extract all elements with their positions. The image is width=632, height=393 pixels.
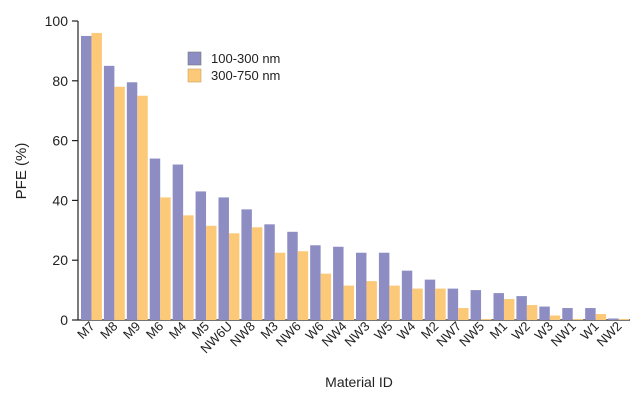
bar-nw3-series-1: [356, 252, 367, 320]
x-axis-label: Material ID: [325, 374, 393, 390]
bar-m7-series-2: [91, 32, 102, 321]
bar-m3-series-2: [274, 252, 286, 320]
bar-w5-series-1: [378, 252, 390, 320]
x-tick-label: M8: [97, 319, 120, 342]
bar-m3-series-1: [264, 224, 275, 320]
x-tick-label: NW4: [319, 319, 350, 350]
bar-m6-series-1: [149, 158, 161, 320]
x-tick-label: NW5: [456, 319, 487, 350]
bar-w1-series-1: [585, 308, 596, 320]
bar-m5-series-1: [195, 191, 207, 320]
y-tick-label: 40: [52, 192, 68, 208]
bar-nw6u-series-2: [228, 233, 240, 320]
y-ticks: 0 20 40 60 80 100: [45, 13, 78, 328]
x-tick-label: M1: [487, 319, 510, 342]
bar-nw2-series-1: [608, 318, 619, 320]
bar-w1-series-2: [595, 314, 607, 320]
bar-nw6u-series-1: [218, 197, 229, 320]
bar-m2-series-1: [424, 279, 436, 320]
bar-nw7-series-2: [458, 308, 469, 320]
bar-w2-series-2: [526, 305, 538, 320]
bar-nw4-series-1: [333, 246, 344, 320]
bar-nw7-series-1: [447, 288, 459, 320]
bar-w6-series-1: [310, 245, 321, 320]
bar-nw1-series-1: [562, 308, 573, 320]
legend-swatch-series-1: [187, 51, 202, 66]
bar-m9-series-1: [126, 82, 138, 320]
bar-w5-series-2: [389, 285, 400, 320]
bar-m7-series-1: [81, 35, 92, 320]
y-tick-label: 80: [52, 73, 68, 89]
legend-swatch-series-2: [187, 68, 202, 83]
x-tick-label: NW2: [594, 319, 625, 350]
bar-nw4-series-2: [343, 285, 354, 320]
bar-m8-series-2: [114, 86, 125, 320]
bar-w2-series-1: [516, 296, 527, 320]
bar-nw1-series-2: [572, 319, 584, 320]
x-tick-label: M9: [120, 319, 143, 342]
bar-w4-series-1: [401, 270, 413, 320]
x-tick-label: M7: [74, 319, 97, 342]
bar-m4-series-2: [183, 215, 194, 320]
bar-nw8-series-2: [251, 227, 263, 320]
x-tick-label: M6: [143, 319, 166, 342]
bar-w3-series-2: [549, 315, 561, 320]
x-tick-label: W2: [509, 319, 533, 343]
y-tick-label: 0: [60, 312, 68, 328]
y-tick-label: 20: [52, 252, 68, 268]
bar-m6-series-2: [160, 197, 171, 320]
bar-m1-series-2: [503, 299, 515, 320]
bars: [81, 32, 629, 321]
bar-nw5-series-2: [481, 319, 492, 320]
bar-nw5-series-1: [470, 290, 482, 320]
x-tick-label: W5: [371, 319, 395, 343]
bar-m4-series-1: [172, 164, 184, 320]
x-tick-label: NW6: [273, 319, 304, 350]
x-tick-label: NW7: [433, 319, 464, 350]
x-tick-label: NW8: [227, 319, 258, 350]
bar-w3-series-1: [539, 306, 550, 320]
x-tick-label: W4: [394, 319, 418, 343]
y-tick-label: 60: [52, 133, 68, 149]
bar-w6-series-2: [320, 273, 332, 320]
bar-nw6-series-2: [297, 251, 309, 320]
bar-m5-series-2: [206, 225, 217, 320]
y-axis-label: PFE (%): [13, 143, 30, 200]
bar-nw6-series-1: [287, 231, 298, 320]
bar-m9-series-2: [137, 95, 148, 320]
bar-nw3-series-2: [366, 281, 377, 320]
legend-label-series-1: 100-300 nm: [211, 51, 280, 66]
bar-m2-series-2: [435, 288, 446, 320]
bar-nw8-series-1: [241, 209, 252, 320]
bar-nw2-series-2: [618, 319, 629, 320]
bar-m1-series-1: [493, 293, 504, 320]
legend: 100-300 nm 300-750 nm: [187, 51, 280, 83]
x-tick-label: NW3: [342, 319, 373, 350]
x-tick-label: M4: [166, 319, 189, 342]
x-tick-label: NW1: [548, 319, 579, 350]
bar-w4-series-2: [412, 288, 423, 320]
legend-label-series-2: 300-750 nm: [211, 68, 280, 83]
y-tick-label: 100: [45, 13, 69, 29]
bar-m8-series-1: [103, 65, 115, 320]
